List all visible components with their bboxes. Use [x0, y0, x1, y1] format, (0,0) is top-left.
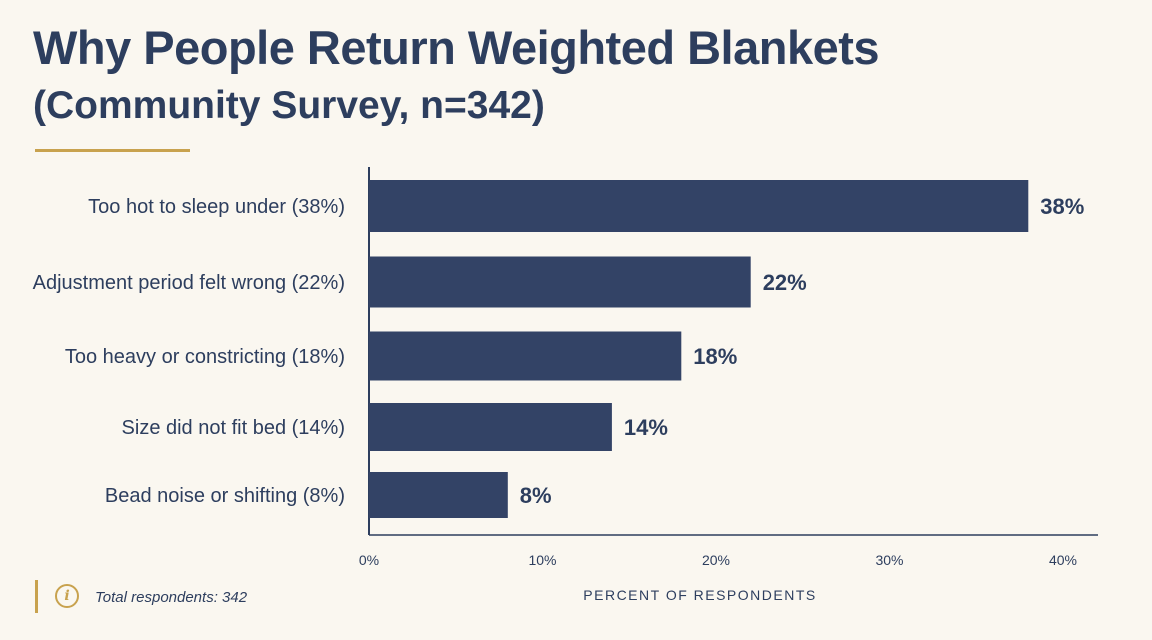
title-underline: [35, 149, 190, 152]
x-tick-label: 40%: [1049, 552, 1077, 568]
bar-4: [369, 403, 612, 451]
info-icon: i: [55, 584, 79, 608]
footnote: Total respondents: 342: [95, 589, 248, 606]
x-tick-label: 0%: [359, 552, 379, 568]
category-label: Size did not fit bed (14%): [122, 417, 345, 439]
bar-2: [369, 256, 751, 308]
bar-3: [369, 331, 682, 381]
bar-1: [369, 180, 1029, 232]
category-label: Adjustment period felt wrong (22%): [33, 272, 345, 294]
category-label: Bead noise or shifting (8%): [105, 485, 345, 507]
value-label: 18%: [693, 344, 737, 369]
x-tick-label: 10%: [528, 552, 556, 568]
footer-accent-bar: [35, 580, 38, 613]
value-label: 38%: [1040, 194, 1084, 219]
chart-subtitle: (Community Survey, n=342): [33, 84, 545, 127]
x-tick-label: 20%: [702, 552, 730, 568]
bar-5: [369, 472, 508, 518]
category-label: Too hot to sleep under (38%): [88, 196, 345, 218]
value-label: 14%: [624, 415, 668, 440]
chart-title: Why People Return Weighted Blankets: [33, 21, 880, 74]
value-label: 22%: [763, 270, 807, 295]
value-label: 8%: [520, 483, 552, 508]
x-axis-title: PERCENT OF RESPONDENTS: [583, 587, 816, 603]
x-tick-label: 30%: [875, 552, 903, 568]
category-label: Too heavy or constricting (18%): [65, 346, 345, 368]
